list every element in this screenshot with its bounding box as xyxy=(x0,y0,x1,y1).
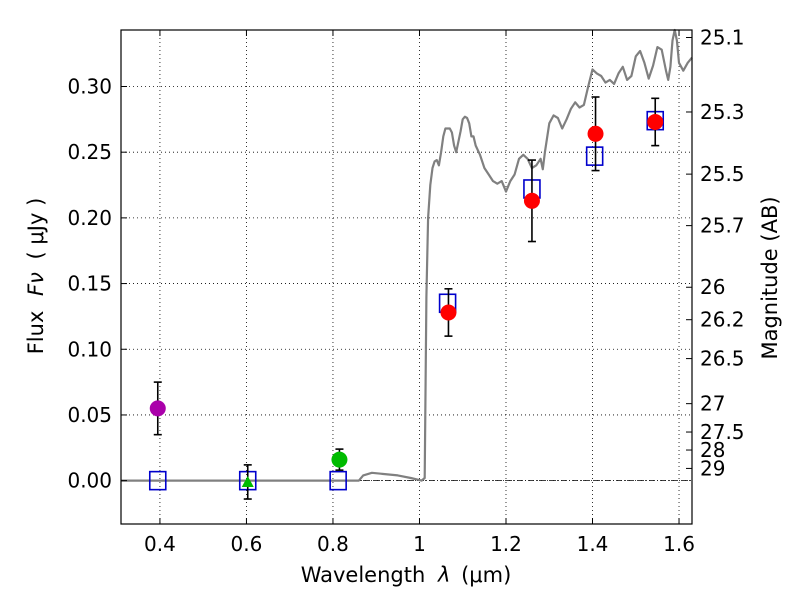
magnitude-tick-label: 25.3 xyxy=(700,100,745,124)
x-axis-label-symbol: λ xyxy=(437,563,450,587)
observed-marker-circle xyxy=(149,400,166,417)
magnitude-tick-label: 26 xyxy=(700,275,725,299)
observed-marker-circle xyxy=(587,125,604,142)
magnitude-tick-label: 26.5 xyxy=(700,347,745,371)
x-tick-label: 0.6 xyxy=(231,532,263,556)
magnitude-tick-label: 25.1 xyxy=(700,25,745,49)
observed-marker-circle xyxy=(440,304,457,321)
magnitude-tick-label: 27.5 xyxy=(700,420,745,444)
magnitude-tick-label: 28 xyxy=(700,438,725,462)
observed-point xyxy=(241,464,254,500)
y-axis-label-symbol: Fν xyxy=(24,272,48,296)
magnitude-tick-label: 25.7 xyxy=(700,214,745,238)
observed-marker-circle xyxy=(523,192,540,209)
x-tick-label: 1.6 xyxy=(663,532,695,556)
model-photometry-square xyxy=(585,146,604,166)
y-tick-label: 0.15 xyxy=(67,272,112,296)
observed-point xyxy=(523,159,540,243)
magnitude-tick-label: 27 xyxy=(700,392,725,416)
y-tick-label: 0.20 xyxy=(67,206,112,230)
observed-marker-triangle xyxy=(241,475,254,487)
grid xyxy=(121,30,692,524)
x-tick-label: 1.2 xyxy=(490,532,522,556)
y-axis-ticks: 0.00 0.05 0.10 0.15 0.20 0.25 0.30 xyxy=(67,74,127,493)
observed-point xyxy=(440,288,457,337)
magnitude-tick-label: 26.2 xyxy=(700,308,745,332)
observed-point xyxy=(331,448,348,471)
y-tick-label: 0.05 xyxy=(67,403,112,427)
observed-points-layer xyxy=(149,96,664,500)
magnitude-tick-label: 29 xyxy=(700,456,725,480)
plot-frame xyxy=(120,29,693,525)
observed-marker-circle xyxy=(331,451,348,468)
x-tick-label: 1.4 xyxy=(577,532,609,556)
y-axis-label-unit: ( μJy ) xyxy=(24,198,48,260)
x-tick-label: 1 xyxy=(413,532,426,556)
y-tick-label: 0.00 xyxy=(67,469,112,493)
y-axis-label: Flux Fν ( μJy ) xyxy=(24,198,48,355)
observed-point xyxy=(149,381,166,436)
x-axis-label-text: Wavelength xyxy=(301,563,426,587)
y-tick-label: 0.30 xyxy=(67,74,112,98)
model-photometry-square xyxy=(329,470,347,491)
y-axis-label-text: Flux xyxy=(24,311,48,355)
observed-marker-circle xyxy=(647,113,664,130)
magnitude-tick-label: 25.5 xyxy=(700,162,745,186)
model-points-layer xyxy=(148,110,665,491)
x-axis-label: Wavelength λ (μm) xyxy=(301,563,512,587)
model-sed-layer xyxy=(121,28,693,482)
observed-point xyxy=(647,97,664,147)
model-photometry-square xyxy=(148,470,167,491)
y-tick-label: 0.10 xyxy=(67,337,112,361)
x-tick-label: 0.4 xyxy=(144,532,176,556)
model-sed-line xyxy=(121,28,693,482)
magnitude-axis-label: Magnitude (AB) xyxy=(758,196,782,359)
x-tick-label: 0.8 xyxy=(317,532,349,556)
x-axis-ticks: 0.4 0.6 0.8 1 1.2 1.4 1.6 xyxy=(144,30,695,556)
y-tick-label: 0.25 xyxy=(67,140,112,164)
observed-point xyxy=(587,96,604,172)
x-axis-label-unit: (μm) xyxy=(461,563,511,587)
